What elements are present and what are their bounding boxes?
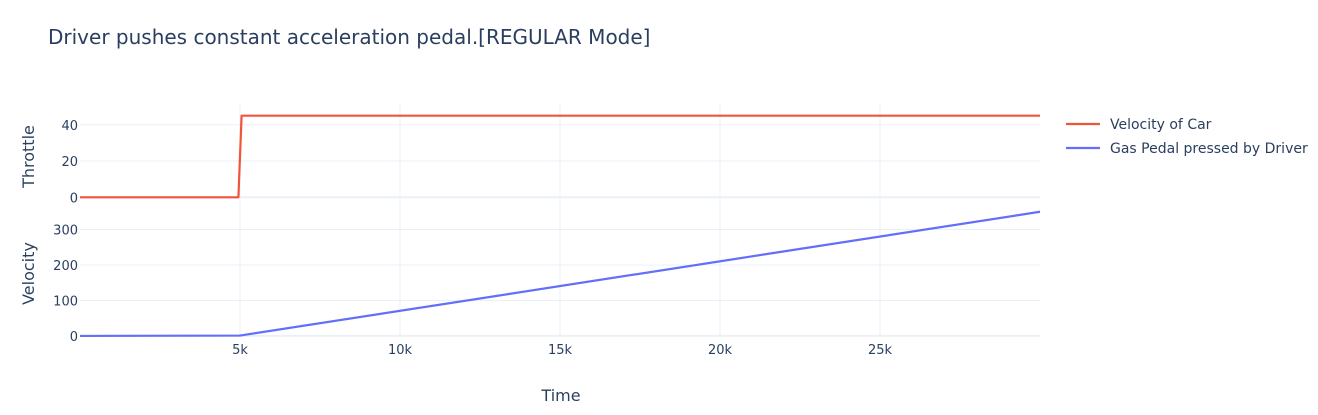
y-tick-label-throttle-1: 20 — [61, 155, 78, 170]
legend-item-1-0[interactable]: Gas Pedal pressed by Driver — [1066, 141, 1308, 157]
series-line-throttle-0 — [80, 114, 1040, 199]
y-tick-label-velocity-3: 300 — [53, 224, 78, 239]
legend[interactable]: Velocity of Car Gas Pedal pressed by Driv… — [1066, 117, 1308, 157]
x-tick-label-4: 25k — [868, 343, 893, 358]
y-tick-label-velocity-1: 100 — [53, 294, 78, 309]
series-line-velocity-0 — [79, 210, 1041, 338]
subplot-velocity: 0 100 200 300 Velocity — [19, 210, 1041, 345]
x-tick-label-3: 20k — [708, 343, 733, 358]
legend-item-0-0[interactable]: Velocity of Car — [1066, 117, 1212, 133]
y-tick-label-velocity-2: 200 — [53, 259, 78, 274]
y-tick-label-throttle-0: 0 — [70, 191, 78, 206]
legend-label-1-0: Gas Pedal pressed by Driver — [1110, 141, 1308, 157]
legend-label-0-0: Velocity of Car — [1110, 117, 1212, 133]
x-tick-label-2: 15k — [548, 343, 573, 358]
x-axis: 5k 10k 15k 20k 25k — [232, 343, 892, 358]
x-axis-title: Time — [540, 386, 580, 405]
y-axis-title-throttle: Throttle — [19, 125, 38, 189]
x-tick-label-1: 10k — [388, 343, 413, 358]
subplot-throttle: 0 20 40 Throttle — [19, 103, 1040, 210]
y-tick-label-throttle-2: 40 — [61, 119, 78, 134]
y-axis-title-velocity: Velocity — [19, 242, 38, 305]
chart-title: Driver pushes constant acceleration peda… — [48, 25, 650, 49]
y-tick-label-velocity-0: 0 — [70, 330, 78, 345]
x-tick-label-0: 5k — [232, 343, 248, 358]
